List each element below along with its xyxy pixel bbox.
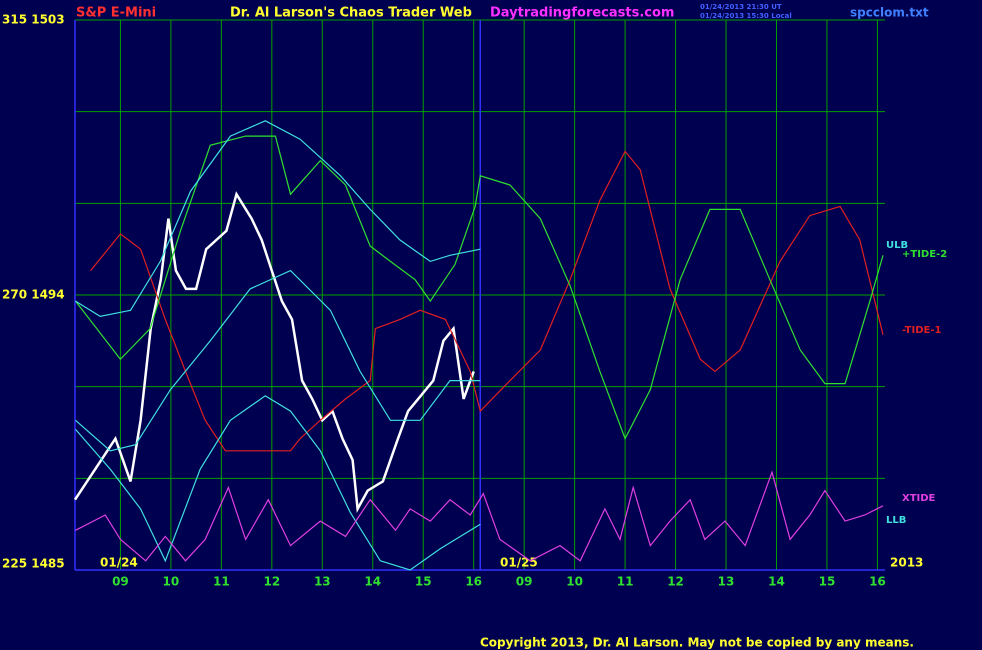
x-tick-label: 15 bbox=[819, 575, 836, 589]
x-tick-label: 12 bbox=[667, 575, 684, 589]
x-tick-label: 10 bbox=[566, 575, 583, 589]
y-tick-label: 270 1494 bbox=[2, 288, 65, 302]
series-line bbox=[75, 135, 884, 441]
x-tick-label: 14 bbox=[768, 575, 785, 589]
instrument-label: S&P E-Mini bbox=[76, 6, 156, 21]
series-label: LLB bbox=[886, 515, 906, 526]
x-tick-label: 16 bbox=[465, 575, 482, 589]
copyright: Copyright 2013, Dr. Al Larson. May not b… bbox=[480, 636, 914, 650]
series-line bbox=[75, 120, 481, 318]
series-line bbox=[90, 150, 884, 452]
series-label: +TIDE-2 bbox=[902, 249, 947, 260]
x-tick-label: 13 bbox=[314, 575, 331, 589]
x-tick-label: 15 bbox=[415, 575, 432, 589]
y-tick-label: 225 1485 bbox=[2, 557, 65, 571]
timestamp: 01/24/2013 15:30 Local bbox=[700, 12, 792, 20]
x-tick-label: 16 bbox=[869, 575, 886, 589]
series-label: XTIDE bbox=[902, 493, 936, 504]
timestamp: 01/24/2013 21:30 UT bbox=[700, 3, 782, 11]
date-label: 01/25 bbox=[500, 556, 538, 570]
website: Daytradingforecasts.com bbox=[490, 6, 674, 21]
chart-title: Dr. Al Larson's Chaos Trader Web bbox=[230, 6, 472, 21]
date-label: 2013 bbox=[890, 556, 923, 570]
x-tick-label: 11 bbox=[213, 575, 230, 589]
x-tick-label: 11 bbox=[617, 575, 634, 589]
series-label: ULB bbox=[886, 240, 908, 251]
date-label: 01/24 bbox=[100, 556, 138, 570]
x-tick-label: 09 bbox=[516, 575, 533, 589]
series-line bbox=[75, 470, 884, 562]
x-tick-label: 12 bbox=[263, 575, 280, 589]
x-tick-label: 13 bbox=[718, 575, 735, 589]
series-line bbox=[75, 395, 481, 571]
file-name: spcclom.txt bbox=[850, 6, 929, 20]
series-line bbox=[73, 191, 475, 514]
x-tick-label: 09 bbox=[112, 575, 129, 589]
x-tick-label: 10 bbox=[163, 575, 180, 589]
series-label: -TIDE-1 bbox=[902, 325, 942, 336]
x-tick-label: 14 bbox=[364, 575, 381, 589]
y-tick-label: 315 1503 bbox=[2, 13, 65, 27]
series-line bbox=[75, 269, 481, 452]
